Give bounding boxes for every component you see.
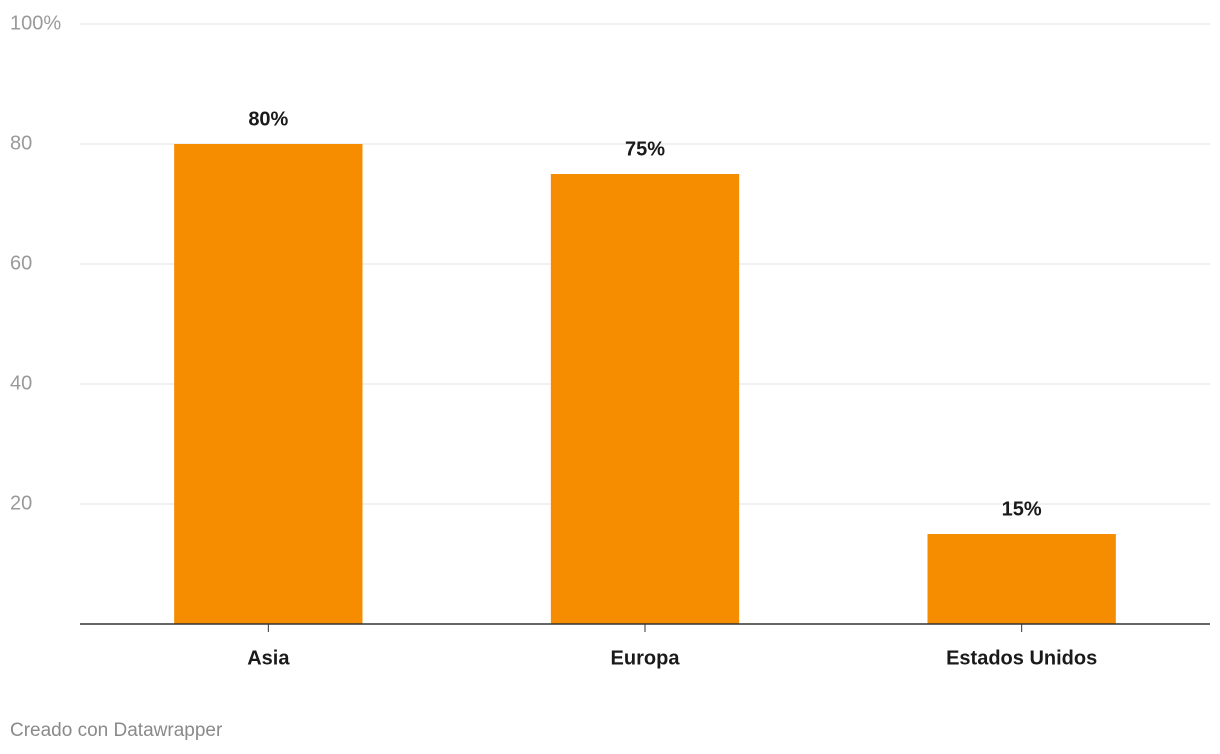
y-tick-label: 20: [10, 492, 32, 514]
x-tick-label: Estados Unidos: [946, 647, 1097, 669]
bar: [174, 144, 363, 624]
value-label: 75%: [625, 138, 665, 160]
y-tick-label: 40: [10, 372, 32, 394]
x-tick-label: Europa: [611, 647, 681, 669]
y-tick-label: 60: [10, 252, 32, 274]
value-label: 15%: [1002, 498, 1042, 520]
x-tick-label: Asia: [247, 647, 290, 669]
y-tick-label: 100%: [10, 12, 61, 34]
y-tick-label: 80: [10, 132, 32, 154]
bar: [927, 534, 1116, 624]
credit: Creado con Datawrapper: [10, 720, 223, 741]
bar: [550, 174, 740, 624]
value-label: 80%: [248, 108, 288, 130]
